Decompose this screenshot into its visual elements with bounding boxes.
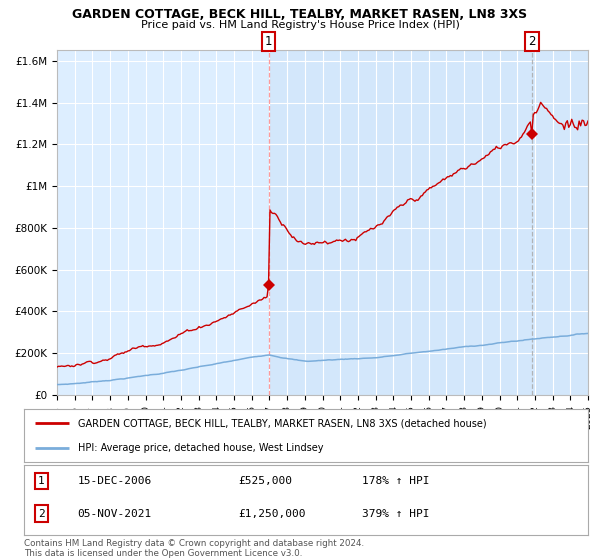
Text: Contains HM Land Registry data © Crown copyright and database right 2024.
This d: Contains HM Land Registry data © Crown c… [24,539,364,558]
Text: Price paid vs. HM Land Registry's House Price Index (HPI): Price paid vs. HM Land Registry's House … [140,20,460,30]
Text: £1,250,000: £1,250,000 [238,509,306,519]
Text: GARDEN COTTAGE, BECK HILL, TEALBY, MARKET RASEN, LN8 3XS (detached house): GARDEN COTTAGE, BECK HILL, TEALBY, MARKE… [77,418,486,428]
Text: HPI: Average price, detached house, West Lindsey: HPI: Average price, detached house, West… [77,442,323,452]
Text: 05-NOV-2021: 05-NOV-2021 [77,509,152,519]
Text: £525,000: £525,000 [238,476,292,486]
Text: 379% ↑ HPI: 379% ↑ HPI [362,509,430,519]
Text: 2: 2 [38,509,45,519]
Bar [269,50,588,395]
Text: 15-DEC-2006: 15-DEC-2006 [77,476,152,486]
Text: 1: 1 [265,35,272,48]
Text: 1: 1 [38,476,45,486]
Text: 178% ↑ HPI: 178% ↑ HPI [362,476,430,486]
Text: 2: 2 [529,35,536,48]
Text: GARDEN COTTAGE, BECK HILL, TEALBY, MARKET RASEN, LN8 3XS: GARDEN COTTAGE, BECK HILL, TEALBY, MARKE… [73,8,527,21]
